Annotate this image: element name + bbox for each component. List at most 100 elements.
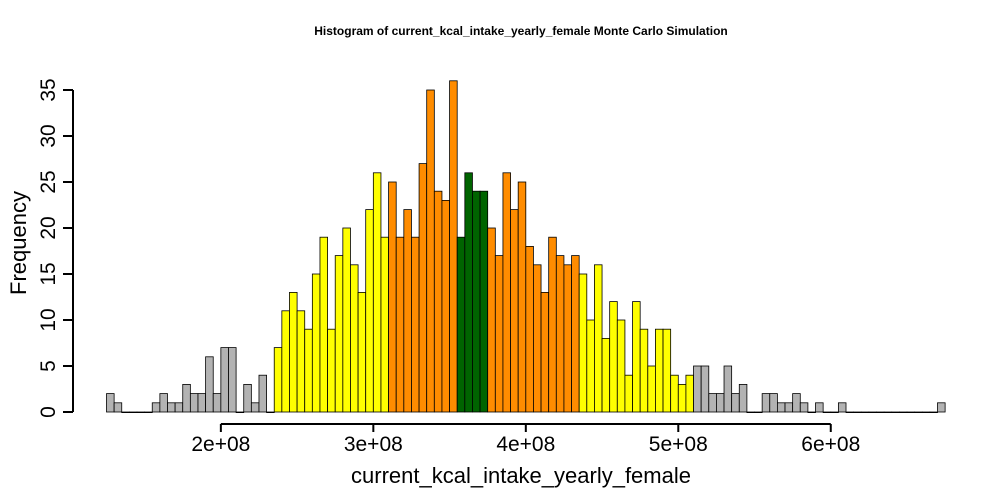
- histogram-bar: [769, 393, 778, 413]
- histogram-bar: [151, 402, 161, 413]
- histogram-bar: [868, 411, 877, 414]
- histogram-bar: [243, 383, 252, 413]
- histogram-bar: [822, 411, 832, 414]
- histogram-bar: [395, 236, 405, 413]
- histogram-bar: [815, 402, 824, 413]
- histogram-bar: [578, 273, 588, 413]
- histogram-bar: [731, 393, 740, 413]
- histogram-bar: [411, 236, 420, 413]
- histogram-bar: [342, 227, 351, 413]
- histogram-bar: [906, 411, 916, 414]
- histogram-bar: [197, 393, 207, 413]
- x-axis-label: current_kcal_intake_yearly_female: [351, 463, 691, 488]
- histogram-bar: [670, 374, 679, 413]
- histogram-bar: [327, 328, 336, 413]
- histogram-bar: [311, 273, 321, 413]
- x-tick-label: 3e+08: [344, 433, 403, 456]
- histogram-bar: [174, 402, 184, 413]
- histogram-bar: [441, 199, 450, 413]
- histogram-bar: [250, 402, 260, 413]
- histogram-bar: [380, 236, 389, 413]
- y-tick-label: 25: [37, 170, 60, 193]
- x-axis: 2e+08 3e+08 4e+08 5e+08 6e+08: [191, 423, 860, 456]
- histogram-bar: [525, 245, 534, 413]
- histogram-bar: [113, 402, 123, 413]
- histogram-bar: [235, 411, 245, 414]
- histogram-bar: [548, 236, 557, 413]
- histogram-bar: [937, 402, 946, 413]
- histogram-bar: [281, 310, 290, 413]
- x-tick-label: 4e+08: [496, 433, 555, 456]
- histogram-bar: [746, 411, 755, 414]
- histogram-bar: [533, 264, 542, 413]
- histogram-bar: [182, 383, 191, 413]
- histogram-bar: [426, 89, 435, 413]
- histogram-bar: [700, 365, 710, 413]
- histogram-bar: [136, 411, 146, 414]
- histogram-bar: [563, 264, 572, 413]
- histogram-bar: [792, 393, 801, 413]
- histogram-bar: [921, 411, 931, 414]
- histogram-bar: [144, 411, 153, 414]
- histogram-bar: [738, 383, 748, 413]
- x-tick-label: 6e+08: [801, 433, 860, 456]
- histogram-bar: [189, 393, 199, 413]
- histogram-bar: [716, 393, 725, 413]
- histogram-bar: [647, 365, 656, 413]
- histogram-bar: [388, 181, 397, 413]
- y-tick-label: 20: [37, 216, 60, 239]
- histogram-bar: [799, 402, 809, 413]
- histogram-bar: [456, 236, 466, 413]
- histogram-bar: [266, 411, 275, 414]
- histogram-bar: [372, 172, 382, 413]
- histogram-bar: [586, 319, 595, 413]
- histogram-bar: [220, 347, 229, 413]
- y-tick-label: 0: [37, 406, 60, 418]
- histogram-bar: [784, 402, 794, 413]
- histogram-bar: [449, 80, 458, 413]
- histogram-bar: [891, 411, 900, 414]
- histogram-bar: [502, 172, 511, 413]
- histogram-bar: [350, 264, 359, 413]
- histogram-bar: [609, 301, 618, 413]
- histogram-bar: [876, 411, 885, 414]
- histogram-bar: [845, 411, 855, 414]
- histogram-bar: [632, 301, 641, 413]
- histogram-bar: [662, 328, 672, 413]
- x-tick-label: 5e+08: [649, 433, 708, 456]
- histogram-bar: [860, 411, 870, 414]
- histogram-bar: [365, 209, 374, 413]
- histogram-bar: [693, 365, 702, 413]
- histogram-bar: [677, 383, 687, 413]
- y-axis-label: Frequency: [6, 191, 31, 295]
- histogram-bar: [487, 227, 496, 413]
- histogram-bar: [464, 172, 473, 413]
- histogram-bar: [479, 190, 489, 413]
- histogram-bar: [594, 264, 603, 413]
- histogram-bar: [655, 328, 664, 413]
- histogram-bar: [807, 411, 816, 414]
- x-tick-label: 2e+08: [191, 433, 250, 456]
- histogram-bar: [510, 209, 519, 413]
- y-tick-label: 10: [37, 308, 60, 331]
- histogram-bar: [898, 411, 908, 414]
- histogram-bar: [883, 411, 893, 414]
- histogram-bar: [708, 393, 717, 413]
- histogram-bar: [571, 255, 580, 413]
- histogram-bar: [723, 365, 733, 413]
- histogram-bar: [334, 255, 344, 413]
- histogram-bar: [540, 291, 550, 413]
- histogram-bar: [685, 374, 694, 413]
- histogram-bar: [273, 347, 283, 413]
- histogram-bar: [357, 291, 367, 413]
- bars-group: [106, 80, 946, 414]
- histogram-bar: [830, 411, 839, 414]
- histogram-bar: [761, 393, 771, 413]
- y-tick-label: 5: [37, 360, 60, 372]
- histogram-bar: [624, 374, 633, 413]
- y-axis: 0 5 10 15 20 25 30 35: [37, 78, 74, 418]
- histogram-bar: [776, 402, 786, 413]
- histogram-bar: [754, 411, 763, 414]
- histogram-bar: [296, 310, 306, 413]
